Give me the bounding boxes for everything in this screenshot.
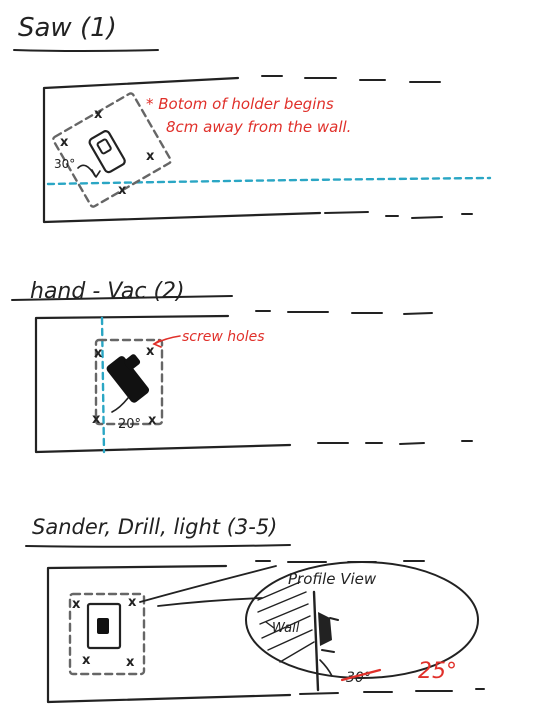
saw-offset-note-line1: * Botom of holder begins bbox=[146, 95, 334, 113]
profile-view-bubble bbox=[245, 561, 479, 679]
saw-angle-label: 30° bbox=[54, 157, 75, 171]
profile-wall-hatching bbox=[257, 581, 315, 663]
hand-vac-screw-mark-2: x bbox=[146, 344, 155, 359]
hand-vac-wall-top-dash bbox=[255, 310, 433, 315]
saw-angle-arrowhead bbox=[91, 169, 101, 178]
screw-holes-arrowhead bbox=[152, 339, 162, 348]
sander-screw-mark-4: x bbox=[126, 655, 135, 670]
profile-holder-bracket bbox=[321, 617, 339, 653]
saw-title-underline bbox=[13, 49, 159, 52]
saw-offset-note-line2: 8cm away from the wall. bbox=[166, 118, 351, 136]
profile-wall-edge bbox=[312, 590, 320, 692]
sander-wall-top-dash bbox=[255, 560, 425, 563]
profile-callout-line-upper bbox=[139, 565, 277, 603]
sander-tool-mount bbox=[97, 618, 109, 634]
profile-new-angle: 25° bbox=[418, 659, 457, 684]
profile-angle-arc bbox=[319, 659, 333, 677]
sander-holder-outline bbox=[68, 592, 146, 676]
profile-view-title: Profile View bbox=[288, 570, 377, 588]
sander-title: Sander, Drill, light (3-5) bbox=[32, 515, 277, 539]
saw-screw-mark-4: x bbox=[118, 183, 127, 198]
saw-tool-handle bbox=[96, 138, 112, 155]
sander-screw-mark-3: x bbox=[82, 653, 91, 668]
saw-screw-mark-3: x bbox=[146, 149, 155, 164]
hand-vac-wall-offset-line bbox=[100, 316, 106, 454]
saw-title: Saw (1) bbox=[18, 13, 117, 43]
section-sander-drill-light: Sander, Drill, light (3-5) x x x x Profi… bbox=[25, 515, 485, 704]
hand-vac-screw-mark-4: x bbox=[148, 413, 157, 428]
saw-tool-body bbox=[88, 130, 126, 174]
hand-vac-wall-bottom-dash bbox=[317, 440, 473, 445]
profile-holder bbox=[318, 612, 332, 646]
saw-wall-top-dash bbox=[261, 75, 441, 83]
hand-vac-angle-label: 20° bbox=[118, 417, 141, 432]
hand-vac-wall-outline bbox=[34, 314, 292, 454]
hand-vac-title-underline bbox=[11, 295, 233, 301]
sander-screw-mark-1: x bbox=[72, 597, 81, 612]
section-hand-vac: hand - Vac (2) x x x x 20° screw holes bbox=[11, 279, 473, 454]
sander-wall-bottom-dash bbox=[299, 688, 485, 695]
profile-wall-label: Wall bbox=[272, 621, 300, 636]
sander-title-underline bbox=[25, 544, 291, 548]
saw-wall-offset-line bbox=[46, 176, 492, 186]
hand-vac-screw-mark-3: x bbox=[92, 412, 101, 427]
saw-wall-bottom-dash bbox=[324, 211, 473, 219]
screw-holes-label: screw holes bbox=[182, 329, 265, 345]
profile-old-angle-strike bbox=[340, 668, 382, 682]
sander-wall-outline bbox=[46, 564, 292, 704]
saw-screw-mark-1: x bbox=[94, 107, 103, 122]
section-saw: Saw (1) x x x x 30° * Botom of holder be… bbox=[13, 13, 492, 224]
hand-vac-tool bbox=[106, 354, 150, 403]
sander-tool-body bbox=[86, 602, 122, 650]
saw-holder-outline bbox=[52, 92, 172, 208]
profile-callout-line-lower bbox=[157, 597, 263, 607]
hand-vac-angle-arc bbox=[111, 397, 129, 413]
saw-screw-mark-2: x bbox=[60, 135, 69, 150]
sander-screw-mark-2: x bbox=[128, 595, 137, 610]
hand-vac-screw-mark-1: x bbox=[94, 346, 103, 361]
saw-wall-outline bbox=[42, 76, 322, 224]
profile-wall-label-pointer bbox=[265, 621, 275, 629]
hand-vac-holder-outline bbox=[94, 338, 164, 426]
